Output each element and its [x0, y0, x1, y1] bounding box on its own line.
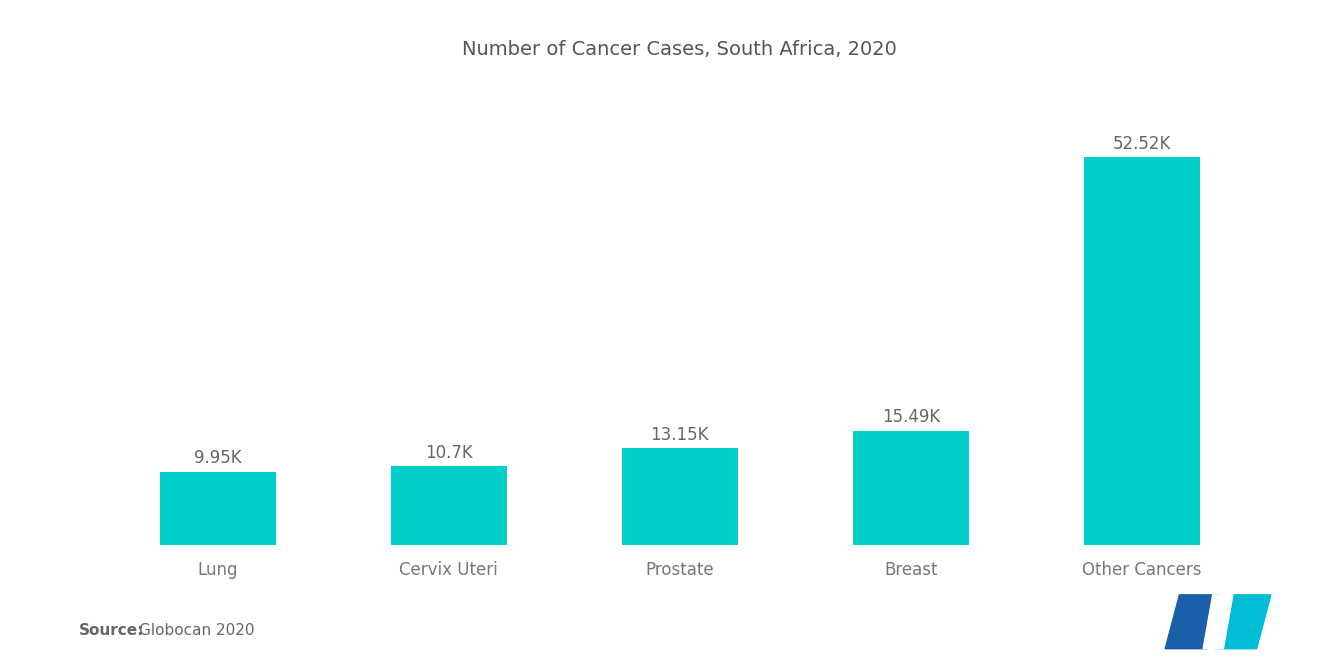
Text: 15.49K: 15.49K — [882, 408, 940, 426]
Text: 9.95K: 9.95K — [194, 450, 242, 467]
Bar — [391, 466, 507, 545]
Polygon shape — [1166, 595, 1221, 649]
Bar — [160, 471, 276, 545]
Polygon shape — [1214, 595, 1271, 649]
Text: 10.7K: 10.7K — [425, 444, 473, 462]
Polygon shape — [1203, 595, 1233, 649]
Title: Number of Cancer Cases, South Africa, 2020: Number of Cancer Cases, South Africa, 20… — [462, 40, 898, 59]
Text: Globocan 2020: Globocan 2020 — [139, 623, 253, 638]
Bar — [622, 448, 738, 545]
Text: Source:: Source: — [79, 623, 145, 638]
Bar — [853, 431, 969, 545]
Bar — [1084, 157, 1200, 545]
Text: 13.15K: 13.15K — [651, 426, 709, 444]
Text: 52.52K: 52.52K — [1113, 135, 1171, 153]
